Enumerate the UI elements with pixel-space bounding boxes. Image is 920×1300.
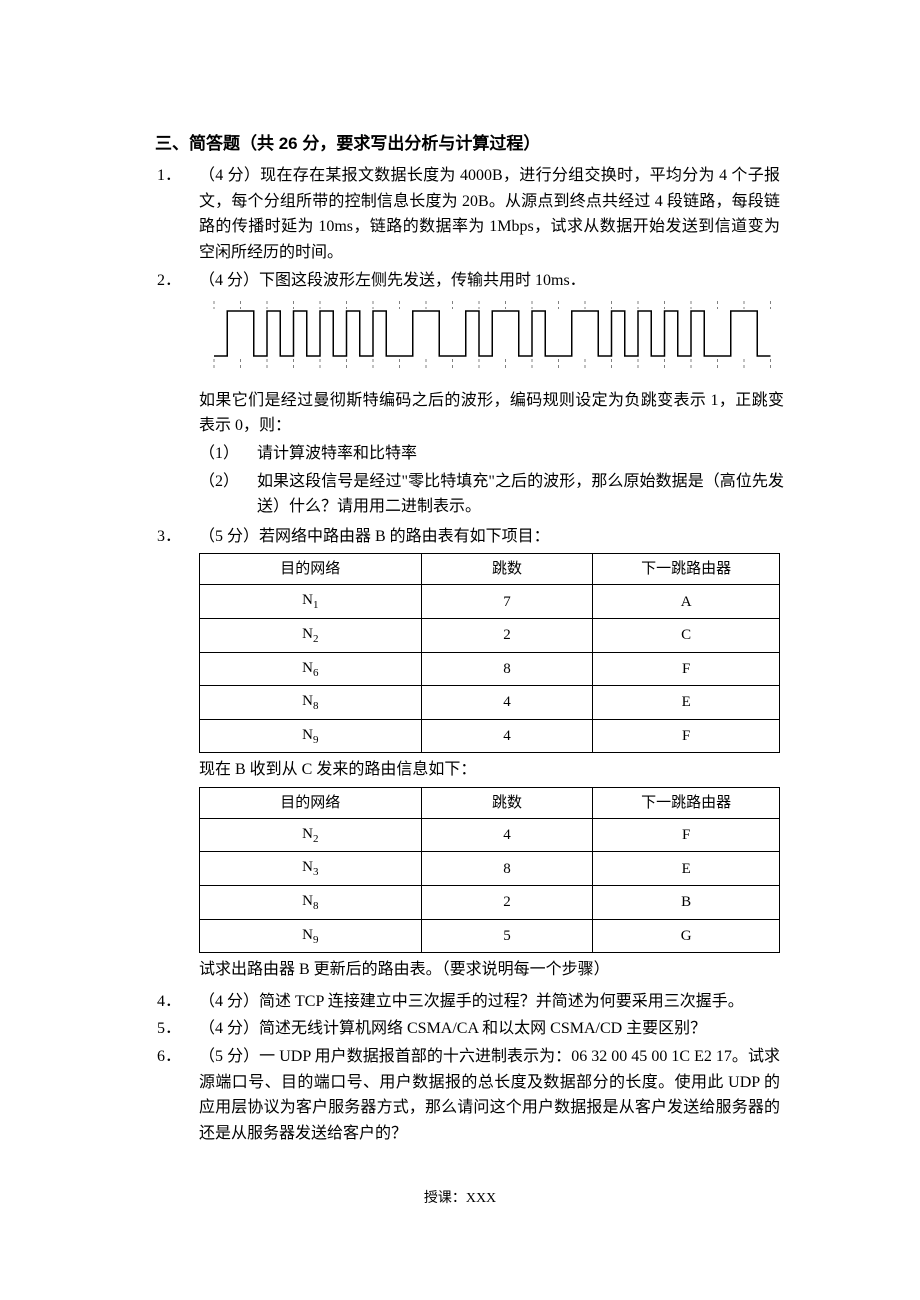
q3-intro: （5 分）若网络中路由器 B 的路由表有如下项目：	[199, 524, 780, 550]
table-cell: N8	[200, 686, 422, 720]
t2-h2: 下一跳路由器	[593, 787, 780, 818]
q5-body: （4 分）简述无线计算机网络 CSMA/CA 和以太网 CSMA/CD 主要区别…	[199, 1016, 780, 1042]
table-cell: N8	[200, 886, 422, 920]
table-cell: 8	[421, 852, 593, 886]
page-container: 三、简答题（共 26 分，要求写出分析与计算过程） 1． （4 分）现在存在某报…	[0, 0, 920, 1300]
table-cell: E	[593, 686, 780, 720]
question-1: 1． （4 分）现在存在某报文数据长度为 4000B，进行分组交换时，平均分为 …	[155, 163, 780, 265]
q1-number: 1．	[155, 163, 199, 265]
q5-number: 5．	[155, 1016, 199, 1042]
t1-h1: 跳数	[421, 554, 593, 585]
q2-sub1-text: 请计算波特率和比特率	[257, 445, 417, 462]
question-3: 3． （5 分）若网络中路由器 B 的路由表有如下项目： 目的网络 跳数 下一跳…	[155, 524, 780, 987]
table-cell: 2	[421, 886, 593, 920]
routing-table-1: 目的网络 跳数 下一跳路由器 N17AN22CN68FN84EN94F	[199, 553, 780, 753]
table-row: N82B	[200, 886, 780, 920]
q2-sub2: （2）如果这段信号是经过"零比特填充"之后的波形，那么原始数据是（高位先发送）什…	[199, 469, 784, 520]
table-cell: N2	[200, 818, 422, 852]
q6-number: 6．	[155, 1044, 199, 1146]
question-5: 5． （4 分）简述无线计算机网络 CSMA/CA 和以太网 CSMA/CD 主…	[155, 1016, 780, 1042]
table-row: N94F	[200, 719, 780, 753]
q2-intro: （4 分）下图这段波形左侧先发送，传输共用时 10ms．	[199, 268, 784, 294]
manchester-waveform	[199, 301, 784, 371]
table-cell: N3	[200, 852, 422, 886]
table-cell: B	[593, 886, 780, 920]
table-cell: N1	[200, 585, 422, 619]
q2-sub1-num: （1）	[199, 441, 257, 467]
q2-body: （4 分）下图这段波形左侧先发送，传输共用时 10ms． 如果它们是经过曼彻斯特…	[199, 268, 784, 522]
table-cell: G	[593, 919, 780, 953]
routing-table-2: 目的网络 跳数 下一跳路由器 N24FN38EN82BN95G	[199, 787, 780, 953]
table-cell: 4	[421, 686, 593, 720]
q3-endtext: 试求出路由器 B 更新后的路由表。（要求说明每一个步骤）	[199, 957, 780, 983]
table-cell: 8	[421, 652, 593, 686]
table-cell: A	[593, 585, 780, 619]
q6-body: （5 分）一 UDP 用户数据报首部的十六进制表示为：06 32 00 45 0…	[199, 1044, 780, 1146]
table-cell: F	[593, 818, 780, 852]
q3-intertext: 现在 B 收到从 C 发来的路由信息如下：	[199, 757, 780, 783]
t1-h0: 目的网络	[200, 554, 422, 585]
table-cell: N9	[200, 919, 422, 953]
table-cell: 7	[421, 585, 593, 619]
table-row: N24F	[200, 818, 780, 852]
q2-sub2-text: 如果这段信号是经过"零比特填充"之后的波形，那么原始数据是（高位先发送）什么？请…	[257, 469, 784, 520]
table-cell: E	[593, 852, 780, 886]
table-cell: 4	[421, 818, 593, 852]
table-cell: F	[593, 719, 780, 753]
table-cell: F	[593, 652, 780, 686]
table-row: N38E	[200, 852, 780, 886]
t2-h1: 跳数	[421, 787, 593, 818]
q4-body: （4 分）简述 TCP 连接建立中三次握手的过程？并简述为何要采用三次握手。	[199, 989, 780, 1015]
table-row: N17A	[200, 585, 780, 619]
q1-body: （4 分）现在存在某报文数据长度为 4000B，进行分组交换时，平均分为 4 个…	[199, 163, 780, 265]
question-6: 6． （5 分）一 UDP 用户数据报首部的十六进制表示为：06 32 00 4…	[155, 1044, 780, 1146]
table-row: N95G	[200, 919, 780, 953]
table-cell: 4	[421, 719, 593, 753]
table-cell: 2	[421, 618, 593, 652]
table-cell: N2	[200, 618, 422, 652]
q2-number: 2．	[155, 268, 199, 522]
table-row: N68F	[200, 652, 780, 686]
table-cell: C	[593, 618, 780, 652]
question-2: 2． （4 分）下图这段波形左侧先发送，传输共用时 10ms． 如果它们是经过曼…	[155, 268, 780, 522]
q2-sub1: （1）请计算波特率和比特率	[199, 441, 784, 467]
t2-h0: 目的网络	[200, 787, 422, 818]
table-cell: N6	[200, 652, 422, 686]
section-title: 三、简答题（共 26 分，要求写出分析与计算过程）	[155, 130, 780, 157]
table-row: N84E	[200, 686, 780, 720]
table-cell: N9	[200, 719, 422, 753]
q3-body: （5 分）若网络中路由器 B 的路由表有如下项目： 目的网络 跳数 下一跳路由器…	[199, 524, 780, 987]
page-footer: 授课：XXX	[0, 1188, 920, 1210]
table-row: N22C	[200, 618, 780, 652]
q4-number: 4．	[155, 989, 199, 1015]
q2-sub2-num: （2）	[199, 469, 257, 520]
t1-h2: 下一跳路由器	[593, 554, 780, 585]
q2-aftertext: 如果它们是经过曼彻斯特编码之后的波形，编码规则设定为负跳变表示 1，正跳变表示 …	[199, 388, 784, 439]
q3-number: 3．	[155, 524, 199, 987]
question-4: 4． （4 分）简述 TCP 连接建立中三次握手的过程？并简述为何要采用三次握手…	[155, 989, 780, 1015]
table-cell: 5	[421, 919, 593, 953]
